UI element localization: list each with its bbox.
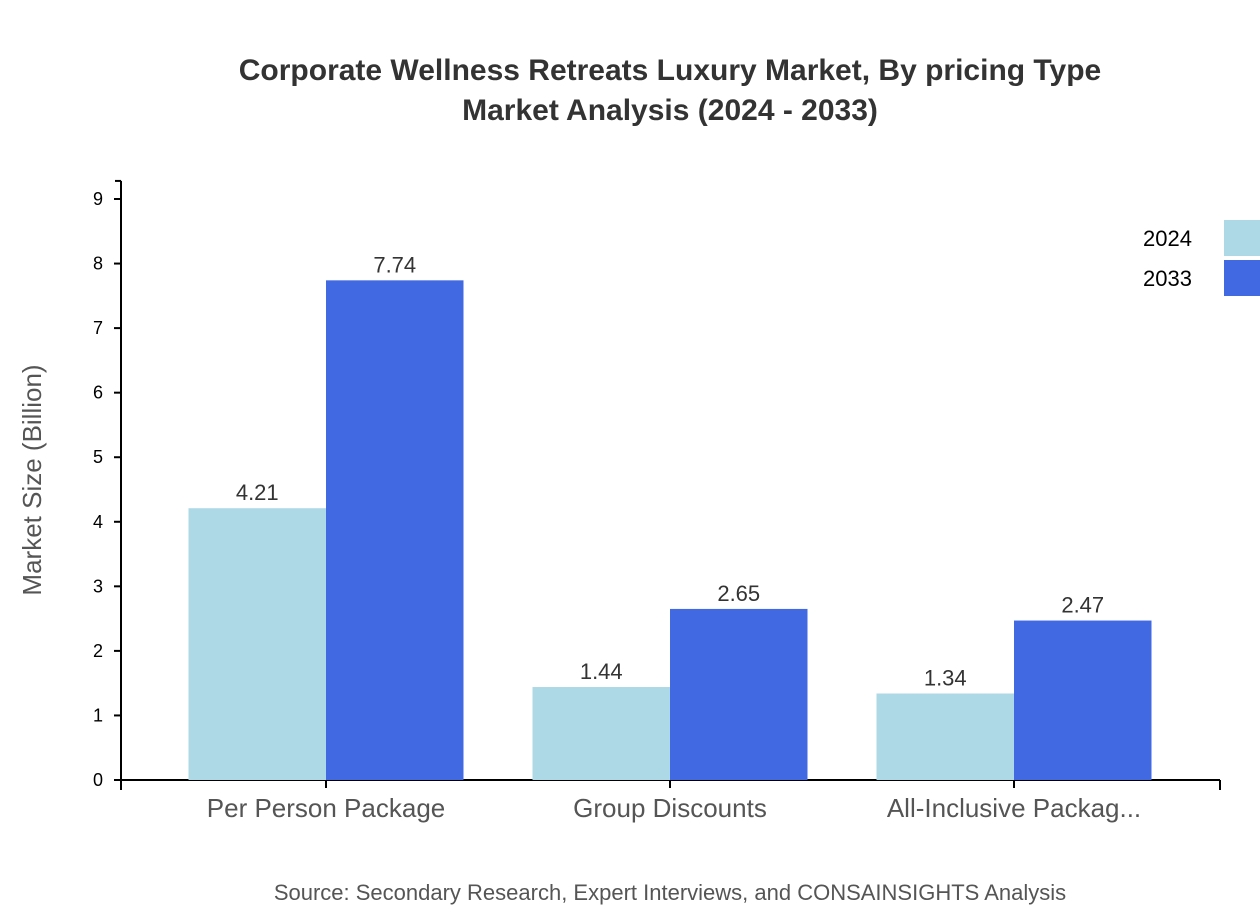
legend-label: 2033 [1143,266,1192,291]
legend-swatch [1224,220,1260,256]
y-tick-label: 0 [93,770,103,790]
legend-swatch [1224,260,1260,296]
chart-title: Corporate Wellness Retreats Luxury Marke… [239,54,1101,87]
legend-label: 2024 [1143,226,1192,251]
data-label: 2.65 [717,581,760,606]
bar-2024 [188,508,326,780]
chart-subtitle: Market Analysis (2024 - 2033) [462,94,878,127]
x-tick-label: All-Inclusive Packag... [887,793,1141,823]
data-label: 2.47 [1061,593,1104,618]
x-tick-label: Per Person Package [207,793,445,823]
source-note: Source: Secondary Research, Expert Inter… [274,880,1066,905]
bar-2033 [326,280,464,780]
y-tick-label: 1 [93,705,103,725]
y-tick-label: 8 [93,254,103,274]
data-label: 7.74 [373,252,416,277]
y-tick-label: 5 [93,447,103,467]
data-label: 4.21 [236,480,279,505]
y-tick-label: 6 [93,383,103,403]
bar-2024 [532,687,670,780]
y-tick-label: 7 [93,318,103,338]
bar-2033 [670,608,808,780]
data-label: 1.34 [924,665,967,690]
y-axis-label: Market Size (Billion) [17,364,47,595]
bar-2024 [876,693,1014,780]
y-tick-label: 2 [93,641,103,661]
x-tick-label: Group Discounts [573,793,767,823]
y-tick-label: 3 [93,576,103,596]
data-label: 1.44 [580,659,623,684]
bar-2033 [1014,620,1152,780]
y-tick-label: 4 [93,512,103,532]
y-tick-label: 9 [93,189,103,209]
